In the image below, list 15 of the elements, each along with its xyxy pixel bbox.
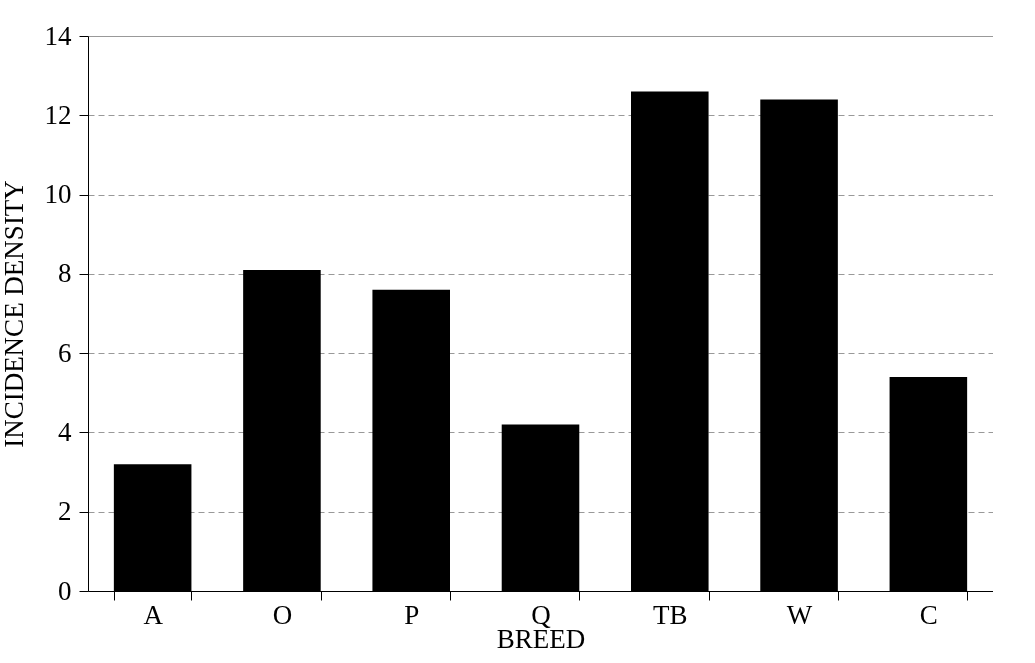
x-tick-label: O — [272, 599, 293, 630]
y-tick-label: 4 — [58, 416, 72, 447]
y-tick-label: 6 — [58, 337, 72, 368]
x-tick-label: W — [786, 599, 813, 630]
x-tick-label: C — [919, 599, 938, 630]
y-tick-label: 0 — [58, 575, 72, 606]
y-tick-label: 10 — [44, 179, 72, 210]
x-tick-label: A — [143, 599, 164, 630]
y-tick-label: 14 — [44, 20, 72, 51]
y-tick-label: 2 — [58, 496, 72, 527]
x-tick-label: TB — [653, 599, 688, 630]
x-tick-label: P — [404, 599, 420, 630]
y-tick-label: 12 — [44, 99, 72, 130]
y-axis-title: INCIDENCE DENSITY — [0, 180, 29, 448]
y-tick-label: 8 — [58, 258, 72, 289]
